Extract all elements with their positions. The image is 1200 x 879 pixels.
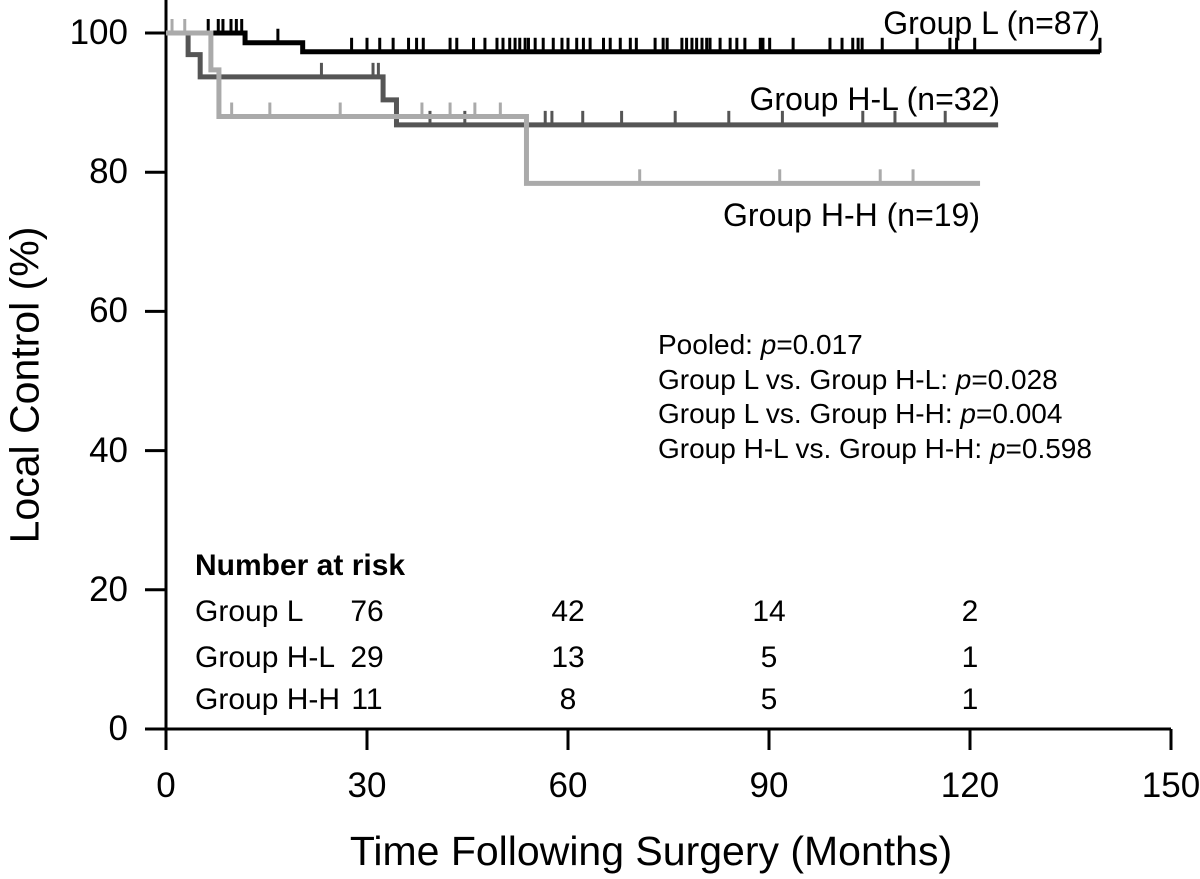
p-symbol: p xyxy=(989,432,1006,464)
p-symbol: p xyxy=(960,398,976,429)
risk-row-label-group-l: Group L xyxy=(195,595,304,628)
pvalue-prefix: Group L vs. Group H-L: xyxy=(658,363,956,395)
risk-count: 8 xyxy=(559,683,577,716)
pvalue-line-l-vs-hh: Group L vs. Group H-H: p=0.004 xyxy=(658,397,1092,432)
y-tick-label-100: 100 xyxy=(69,13,128,52)
risk-count: 42 xyxy=(551,595,585,628)
censor-ticks-group-h-h xyxy=(170,19,915,185)
x-tick-label-60: 60 xyxy=(548,766,588,805)
pvalue-value: =0.598 xyxy=(1005,432,1092,464)
x-tick-label-0: 0 xyxy=(156,766,176,805)
risk-count: 5 xyxy=(760,683,778,716)
p-symbol: p xyxy=(955,363,972,395)
x-axis-title: Time Following Surgery (Months) xyxy=(349,828,953,874)
pvalue-annotation-block: Pooled: p=0.017 Group L vs. Group H-L: p… xyxy=(658,328,1092,466)
pvalue-prefix: Group H-L vs. Group H-H: xyxy=(658,432,990,464)
y-tick-label-40: 40 xyxy=(89,430,128,470)
y-tick-label-0: 0 xyxy=(108,709,128,748)
risk-count: 1 xyxy=(961,641,979,674)
risk-count: 14 xyxy=(752,595,786,628)
risk-count: 29 xyxy=(350,641,384,674)
y-tick-label-20: 20 xyxy=(89,569,128,609)
pvalue-prefix: Pooled: xyxy=(658,329,761,360)
risk-count: 11 xyxy=(351,683,383,716)
pvalue-line-l-vs-hl: Group L vs. Group H-L: p=0.028 xyxy=(658,363,1092,398)
survival-curve-group-h-h xyxy=(166,30,981,186)
pvalue-value: =0.017 xyxy=(776,329,863,360)
y-tick-label-60: 60 xyxy=(89,291,128,331)
curve-label-group-l: Group L (n=87) xyxy=(883,5,1100,41)
pvalue-value: =0.004 xyxy=(975,398,1063,429)
x-tick-label-120: 120 xyxy=(940,766,1000,805)
y-axis-title: Local Control (%) xyxy=(1,226,48,544)
risk-row-label-group-h-h: Group H-H xyxy=(195,683,341,716)
pvalue-value: =0.028 xyxy=(971,363,1058,395)
p-symbol: p xyxy=(760,329,777,360)
censor-ticks-group-l xyxy=(206,19,1102,53)
risk-count: 1 xyxy=(961,683,979,716)
x-tick-label-90: 90 xyxy=(749,766,789,805)
risk-row-label-group-h-l: Group H-L xyxy=(195,641,336,674)
risk-table-header: Number at risk xyxy=(195,549,406,582)
pvalue-line-hl-vs-hh: Group H-L vs. Group H-H: p=0.598 xyxy=(658,432,1092,467)
risk-count: 76 xyxy=(350,595,384,628)
curve-label-group-hh: Group H-H (n=19) xyxy=(723,197,980,233)
curve-label-group-hl: Group H-L (n=32) xyxy=(749,81,1000,117)
pvalue-prefix: Group L vs. Group H-H: xyxy=(658,398,961,429)
pvalue-line-pooled: Pooled: p=0.017 xyxy=(658,328,1092,363)
risk-count: 2 xyxy=(961,595,979,628)
x-tick-label-150: 150 xyxy=(1141,766,1200,805)
x-tick-label-30: 30 xyxy=(347,766,387,805)
y-tick-label-80: 80 xyxy=(89,152,128,192)
risk-count: 5 xyxy=(760,641,778,674)
survival-curve-group-h-l xyxy=(166,30,999,128)
risk-count: 13 xyxy=(551,641,585,674)
